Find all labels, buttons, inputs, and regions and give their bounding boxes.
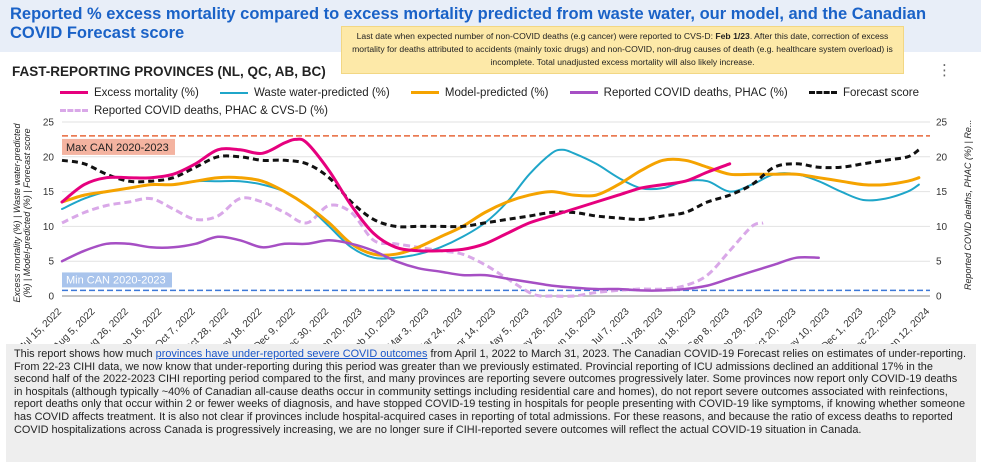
legend-item-wastewater[interactable]: Waste water-predicted (%) bbox=[220, 87, 390, 99]
y-tick-label-left: 20 bbox=[43, 152, 55, 163]
max-reference-label: Max CAN 2020-2023 bbox=[66, 142, 169, 154]
legend-label: Waste water-predicted (%) bbox=[254, 87, 390, 99]
reporting-note: Last date when expected number of non-CO… bbox=[341, 26, 904, 74]
legend-swatch bbox=[569, 91, 598, 94]
y-tick-label-right: 0 bbox=[936, 292, 942, 303]
series-line-2 bbox=[60, 157, 921, 257]
note-text-rest: . After this date, correction of excess … bbox=[352, 31, 893, 67]
min-reference-label: Min CAN 2020-2023 bbox=[66, 274, 166, 286]
legend-swatch bbox=[60, 91, 88, 94]
legend-swatch bbox=[220, 92, 248, 94]
chart-subtitle: FAST-REPORTING PROVINCES (NL, QC, AB, BC… bbox=[12, 64, 326, 79]
series-line-3 bbox=[60, 235, 820, 292]
y-tick-label-left: 5 bbox=[48, 257, 54, 268]
legend-item-forecast[interactable]: Forecast score bbox=[808, 86, 919, 99]
y-tick-label-left: 0 bbox=[48, 292, 54, 303]
y-tick-label-right: 25 bbox=[936, 118, 948, 129]
series-line-0 bbox=[60, 137, 732, 253]
note-date: Feb 1/23 bbox=[715, 31, 750, 41]
chart-plot: 0 0 5 5 10 10 15 15 20 20 25 25 Max CAN 2020-2023 Min… bbox=[18, 118, 948, 345]
legend-item-model[interactable]: Model-predicted (%) bbox=[410, 86, 549, 99]
y-axis-left-label: Excess mortality (%) | Waste water-predi… bbox=[12, 123, 32, 303]
note-text: Last date when expected number of non-CO… bbox=[356, 31, 716, 41]
y-tick-label-left: 10 bbox=[43, 222, 55, 233]
legend-label: Excess mortality (%) bbox=[94, 86, 199, 99]
legend-row-1: Excess mortality (%) Waste water-predict… bbox=[60, 85, 937, 101]
min-label-bg bbox=[62, 272, 172, 288]
y-tick-label-right: 10 bbox=[936, 222, 948, 233]
more-vert-icon[interactable]: ⋮ bbox=[937, 61, 952, 79]
legend-row-2: Reported COVID deaths, PHAC & CVS-D (%) bbox=[60, 103, 346, 119]
legend-label: Forecast score bbox=[842, 86, 919, 99]
legend-swatch bbox=[60, 109, 88, 112]
legend-item-phac-cvsd[interactable]: Reported COVID deaths, PHAC & CVS-D (%) bbox=[60, 105, 328, 117]
max-label-bg bbox=[62, 138, 175, 155]
report-link[interactable]: provinces have under-reported severe COV… bbox=[155, 348, 428, 360]
legend-item-excess[interactable]: Excess mortality (%) bbox=[60, 87, 199, 99]
report-description: This report shows how much provinces hav… bbox=[6, 344, 976, 462]
report-text: This report shows how much bbox=[14, 348, 156, 360]
legend-label: Reported COVID deaths, PHAC (%) bbox=[603, 86, 788, 99]
legend-swatch bbox=[410, 91, 439, 94]
legend-swatch bbox=[808, 91, 837, 94]
page-title: Reported % excess mortality compared to … bbox=[10, 5, 927, 42]
series-line-5 bbox=[61, 196, 764, 298]
legend-label: Model-predicted (%) bbox=[444, 86, 549, 99]
y-tick-label-right: 20 bbox=[936, 152, 948, 163]
y-tick-label-left: 15 bbox=[43, 187, 55, 198]
y-tick-label-left: 25 bbox=[43, 118, 55, 129]
series-line-4 bbox=[61, 148, 920, 229]
legend-label: Reported COVID deaths, PHAC & CVS-D (%) bbox=[94, 104, 328, 117]
legend-item-phac[interactable]: Reported COVID deaths, PHAC (%) bbox=[569, 86, 788, 99]
y-tick-label-right: 15 bbox=[936, 187, 948, 198]
report-text-rest: from April 1, 2022 to March 31, 2023. Th… bbox=[14, 348, 966, 436]
y-axis-right-label: Reported COVID deaths, PHAC (%) | Re... bbox=[963, 119, 973, 290]
y-tick-label-right: 5 bbox=[936, 257, 942, 268]
